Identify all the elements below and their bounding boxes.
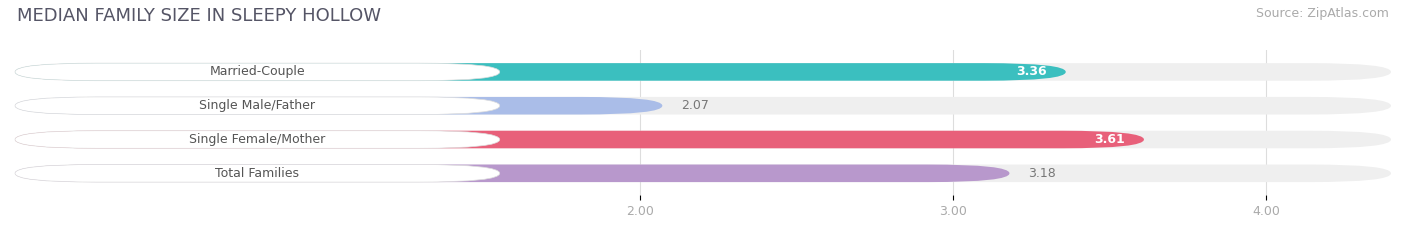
Text: Single Male/Father: Single Male/Father: [200, 99, 315, 112]
Text: Total Families: Total Families: [215, 167, 299, 180]
Text: 3.18: 3.18: [1028, 167, 1056, 180]
Text: 2.07: 2.07: [681, 99, 709, 112]
FancyBboxPatch shape: [15, 164, 499, 182]
FancyBboxPatch shape: [15, 63, 1391, 81]
FancyBboxPatch shape: [15, 164, 1010, 182]
FancyBboxPatch shape: [15, 164, 1391, 182]
Text: MEDIAN FAMILY SIZE IN SLEEPY HOLLOW: MEDIAN FAMILY SIZE IN SLEEPY HOLLOW: [17, 7, 381, 25]
FancyBboxPatch shape: [15, 97, 499, 114]
FancyBboxPatch shape: [15, 131, 499, 148]
FancyBboxPatch shape: [15, 131, 1391, 148]
Text: 3.36: 3.36: [1017, 65, 1047, 79]
Text: Married-Couple: Married-Couple: [209, 65, 305, 79]
FancyBboxPatch shape: [15, 97, 1391, 114]
FancyBboxPatch shape: [15, 97, 662, 114]
FancyBboxPatch shape: [15, 131, 1144, 148]
Text: Single Female/Mother: Single Female/Mother: [190, 133, 325, 146]
Text: Source: ZipAtlas.com: Source: ZipAtlas.com: [1256, 7, 1389, 20]
FancyBboxPatch shape: [15, 63, 499, 81]
Text: 3.61: 3.61: [1094, 133, 1125, 146]
FancyBboxPatch shape: [15, 63, 1066, 81]
